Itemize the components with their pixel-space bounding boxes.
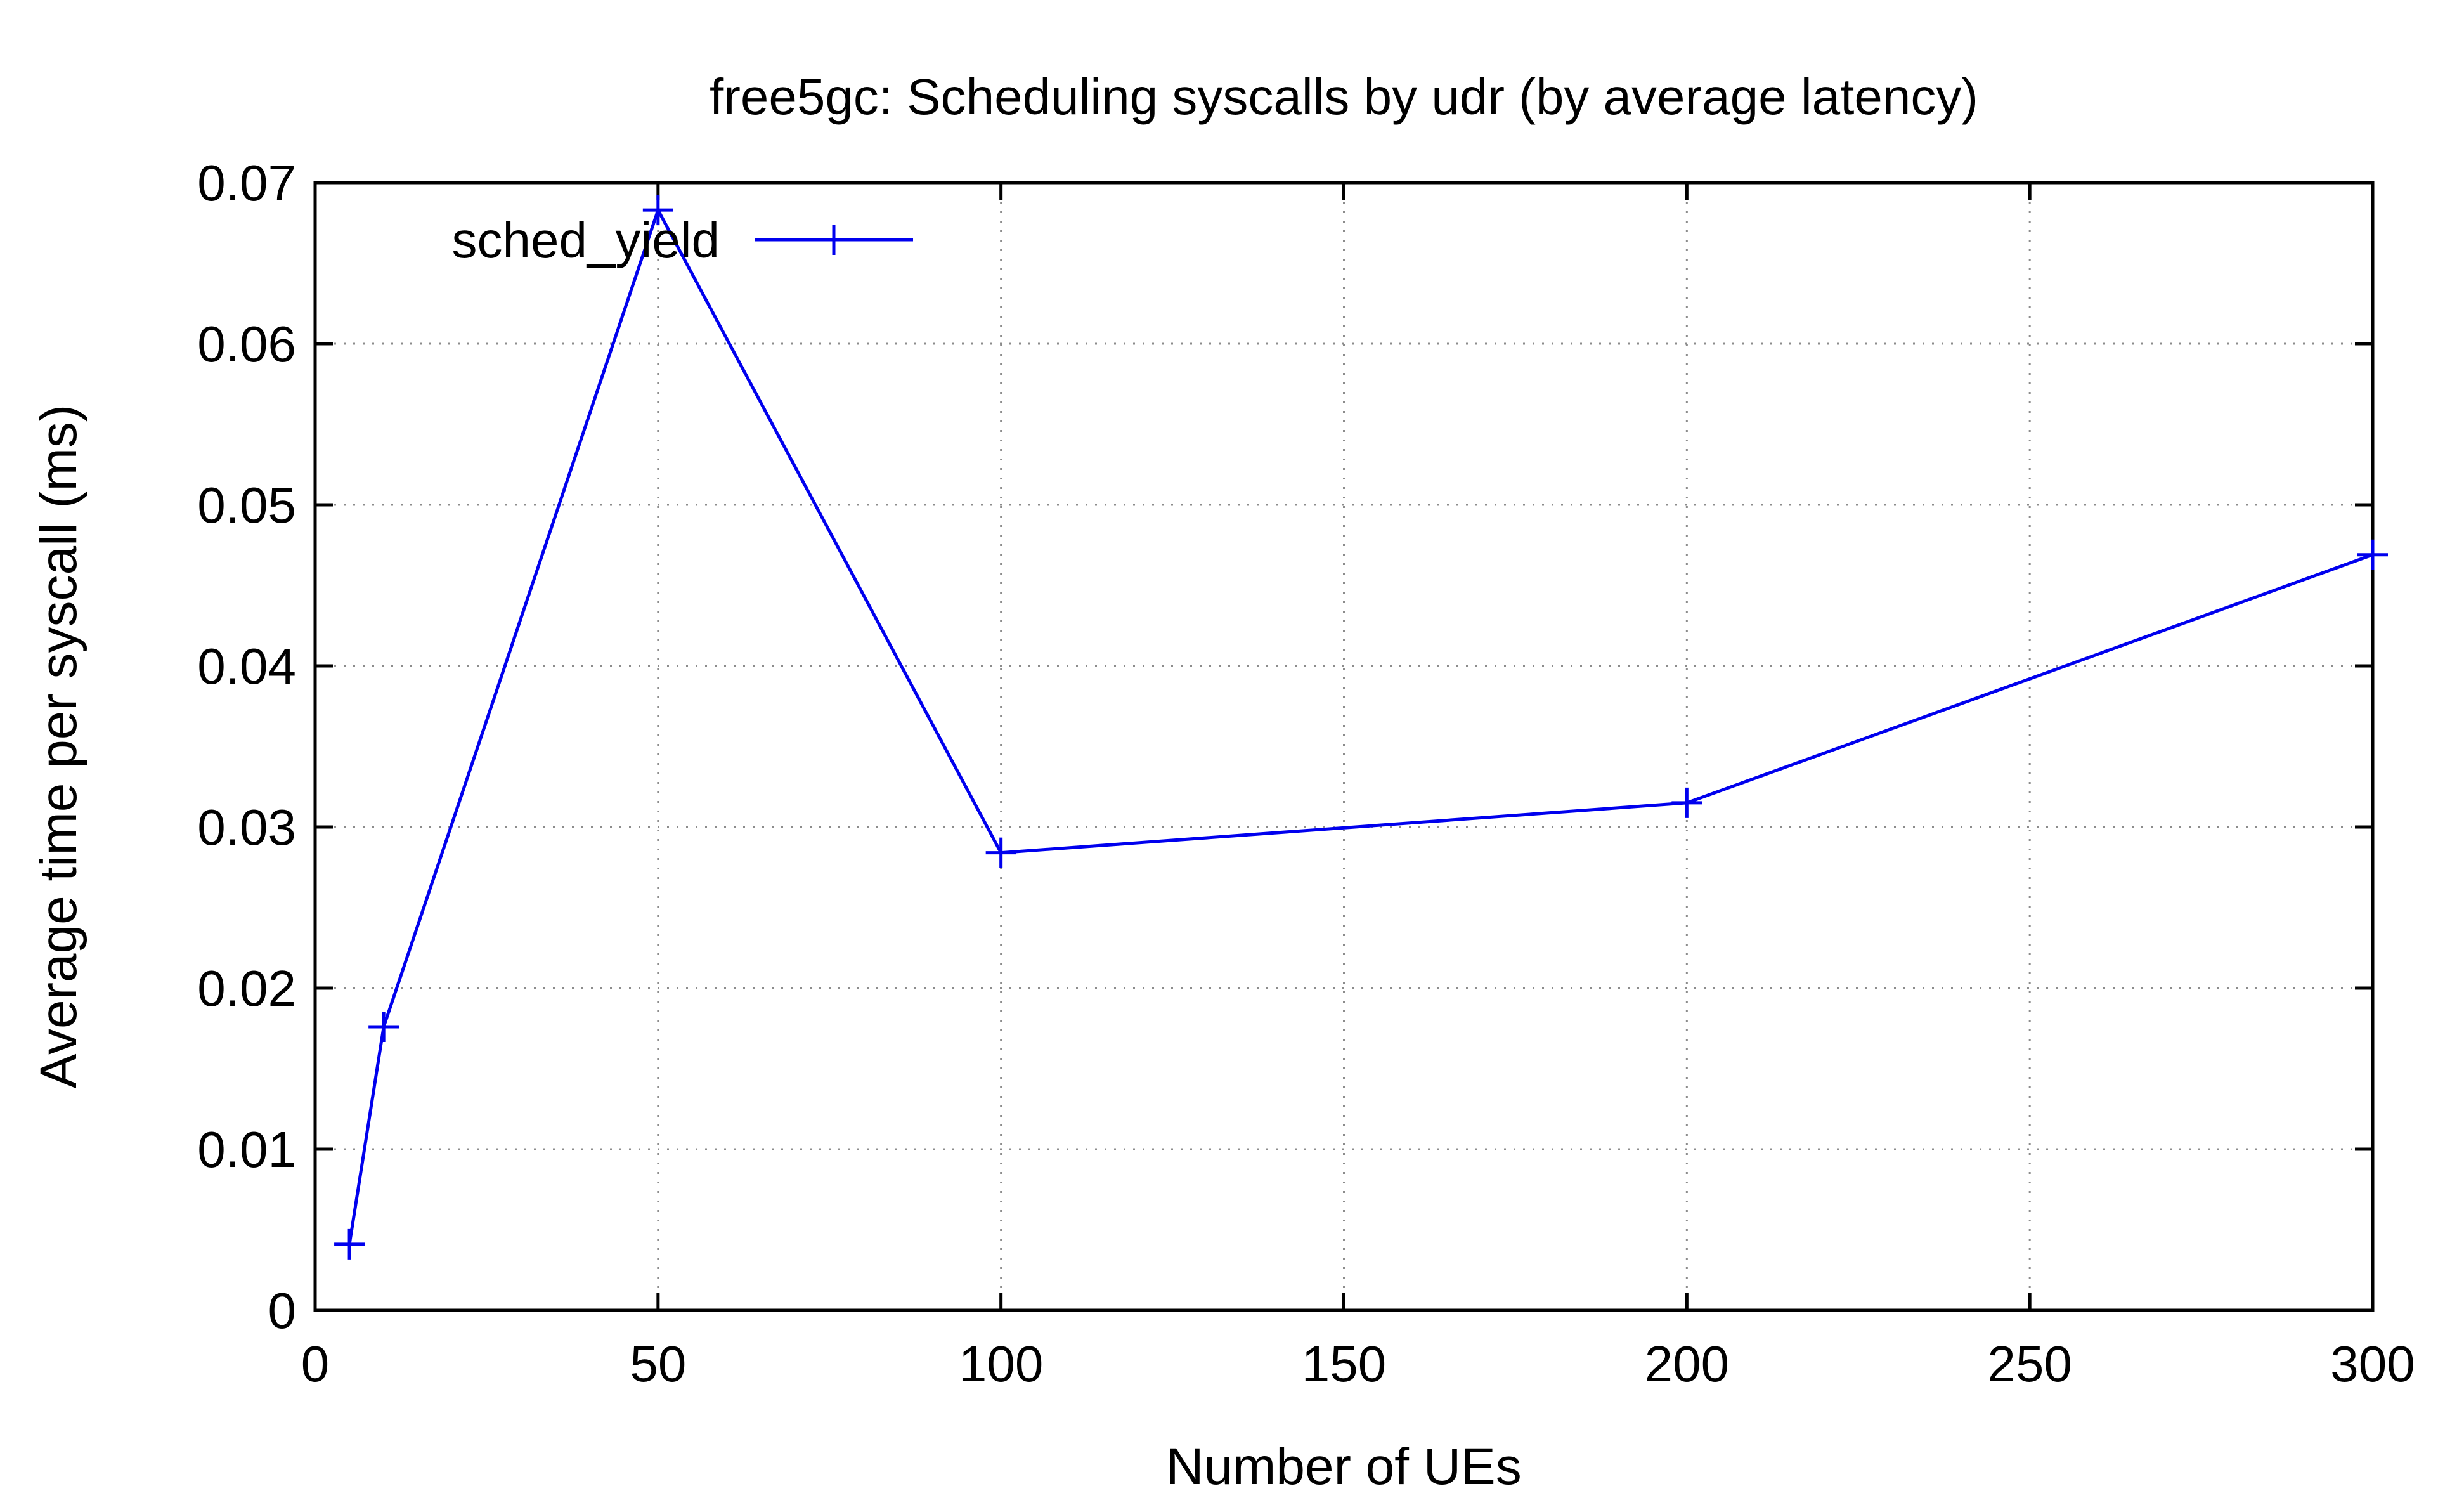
chart-title: free5gc: Scheduling syscalls by udr (by … [710, 68, 1978, 125]
data-point [2357, 539, 2388, 570]
series-sched-yield [334, 195, 2388, 1260]
x-tick-label: 200 [1645, 1336, 1729, 1392]
x-tick-label: 50 [630, 1336, 686, 1392]
data-point [334, 1228, 365, 1260]
y-tick-label: 0.04 [197, 638, 296, 694]
x-tick-label: 100 [959, 1336, 1043, 1392]
legend-marker [819, 225, 849, 255]
legend-label: sched_yield [452, 212, 720, 268]
y-tick-label: 0.01 [197, 1121, 296, 1178]
data-point [642, 195, 673, 226]
legend: sched_yield [452, 212, 913, 268]
y-axis-label: Average time per syscall (ms) [30, 405, 88, 1088]
y-tick-label: 0 [268, 1282, 297, 1339]
y-tick-label: 0.06 [197, 316, 296, 372]
y-tick-label: 0.05 [197, 477, 296, 533]
data-point [368, 1011, 399, 1042]
plot-frame [313, 181, 2375, 1312]
x-axis-label: Number of UEs [1166, 1438, 1522, 1495]
x-tick-label: 0 [301, 1336, 330, 1392]
y-tick-label: 0.07 [197, 155, 296, 211]
y-tick-label: 0.02 [197, 960, 296, 1017]
x-tick-label: 300 [2330, 1336, 2415, 1392]
x-tick-label: 250 [1987, 1336, 2072, 1392]
x-tick-label: 150 [1302, 1336, 1386, 1392]
data-point [1671, 787, 1702, 818]
series-line [347, 205, 2373, 1245]
y-tick-label: 0.03 [197, 799, 296, 856]
data-point [985, 837, 1016, 868]
tick-labels: 0 0.01 0.02 0.03 0.04 0.05 0.06 0.07 0 50 100 150 20… [197, 155, 2415, 1392]
